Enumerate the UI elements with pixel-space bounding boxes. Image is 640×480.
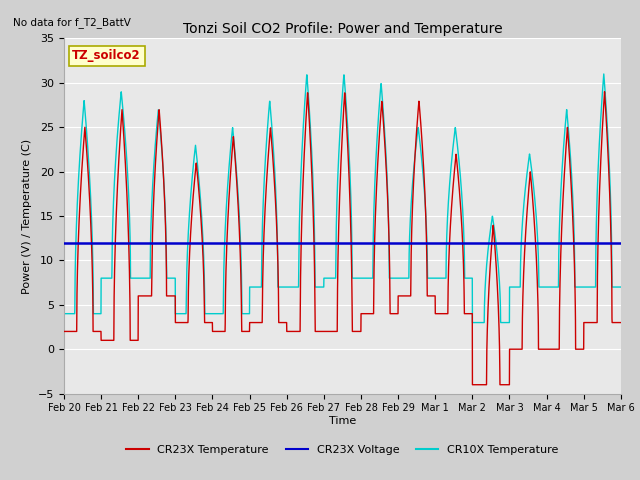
Y-axis label: Power (V) / Temperature (C): Power (V) / Temperature (C) xyxy=(22,138,33,294)
Legend: CR23X Temperature, CR23X Voltage, CR10X Temperature: CR23X Temperature, CR23X Voltage, CR10X … xyxy=(122,440,563,459)
Text: No data for f_T2_BattV: No data for f_T2_BattV xyxy=(13,17,131,28)
X-axis label: Time: Time xyxy=(329,416,356,426)
Text: TZ_soilco2: TZ_soilco2 xyxy=(72,49,141,62)
Title: Tonzi Soil CO2 Profile: Power and Temperature: Tonzi Soil CO2 Profile: Power and Temper… xyxy=(182,22,502,36)
